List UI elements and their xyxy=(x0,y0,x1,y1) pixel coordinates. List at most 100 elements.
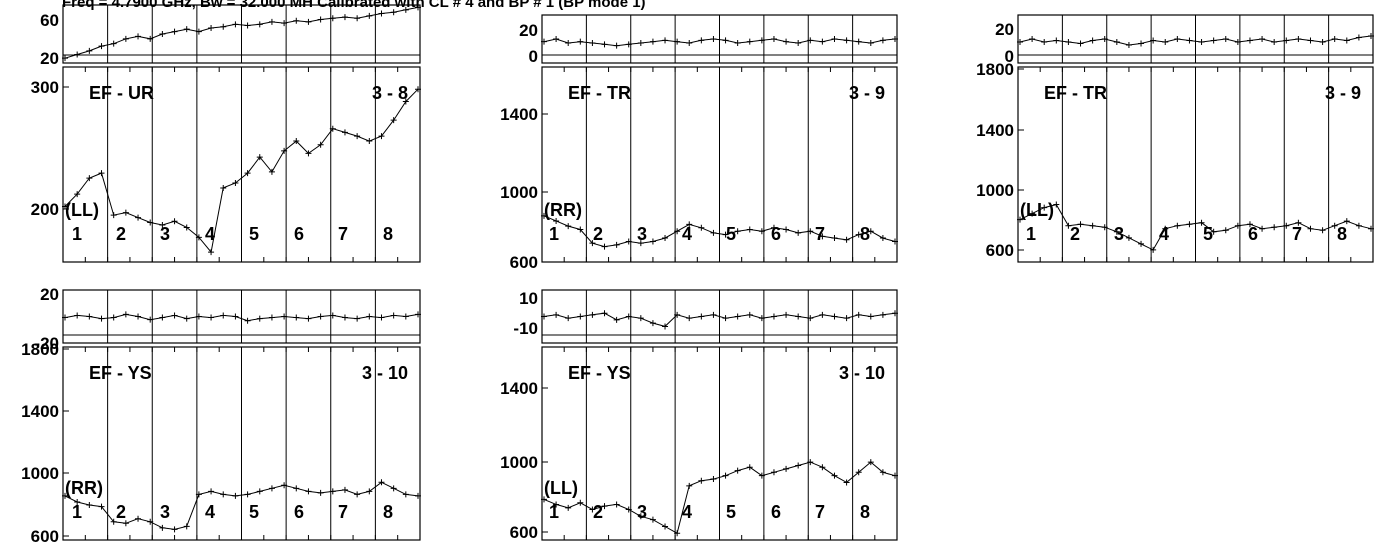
amplitude-tick-label: 1800 xyxy=(976,60,1014,79)
phase-point xyxy=(746,38,753,45)
phase-point xyxy=(1053,37,1060,44)
phase-point xyxy=(625,313,632,320)
phase-point xyxy=(565,40,572,46)
phase-point xyxy=(305,315,312,322)
amplitude-point xyxy=(1234,222,1241,229)
phase-point xyxy=(1041,39,1048,45)
phase-point xyxy=(1246,37,1253,44)
phase-point xyxy=(147,35,154,42)
amplitude-point xyxy=(1331,222,1338,229)
phase-point xyxy=(783,311,790,318)
amplitude-point xyxy=(674,228,681,235)
phase-point xyxy=(1343,37,1350,44)
amplitude-point xyxy=(601,243,608,250)
phase-point xyxy=(256,315,263,322)
phase-point xyxy=(783,38,790,45)
phase-point xyxy=(807,315,814,322)
phase-tick-label: 20 xyxy=(995,20,1014,39)
amplitude-point xyxy=(734,467,741,474)
amplitude-point xyxy=(1150,246,1157,253)
phase-point xyxy=(1283,37,1290,44)
phase-point xyxy=(62,314,68,321)
phase-point xyxy=(855,38,862,45)
amplitude-point xyxy=(329,125,336,132)
amplitude-point xyxy=(183,523,190,530)
amplitude-point xyxy=(402,98,409,105)
phase-point xyxy=(415,311,421,318)
amplitude-point xyxy=(637,240,644,247)
phase-point xyxy=(183,26,190,33)
amplitude-point xyxy=(402,491,409,498)
amplitude-point xyxy=(541,212,547,219)
scan-label: 8 xyxy=(383,502,393,522)
phase-point xyxy=(770,36,777,42)
amplitude-point xyxy=(208,249,215,256)
amplitude-point xyxy=(220,491,227,498)
amplitude-point xyxy=(710,476,717,483)
channel-label: 3 - 10 xyxy=(362,363,408,383)
amplitude-point xyxy=(613,501,620,508)
phase-point xyxy=(378,314,385,321)
amplitude-point xyxy=(390,117,397,124)
amplitude-tick-label: 1800 xyxy=(21,340,59,359)
phase-point xyxy=(293,17,300,24)
amplitude-point xyxy=(1138,240,1145,247)
phase-point xyxy=(819,311,826,318)
amplitude-point xyxy=(62,492,68,499)
scan-label: 2 xyxy=(1070,224,1080,244)
amplitude-tick-label: 1000 xyxy=(976,181,1014,200)
amplitude-point xyxy=(1343,218,1350,225)
amplitude-tick-label: 1400 xyxy=(500,105,538,124)
scan-label: 6 xyxy=(771,502,781,522)
amplitude-tick-label: 1000 xyxy=(500,453,538,472)
phase-point xyxy=(613,42,620,49)
amplitude-point xyxy=(171,218,178,225)
phase-tick-label: 0 xyxy=(1005,47,1014,66)
phase-point xyxy=(1017,39,1023,45)
amplitude-point xyxy=(710,229,717,236)
amplitude-point xyxy=(256,154,263,161)
phase-point xyxy=(159,314,166,321)
phase-point xyxy=(1113,39,1120,45)
amplitude-point xyxy=(553,217,560,224)
scan-label: 5 xyxy=(249,502,259,522)
phase-point xyxy=(879,37,886,44)
amplitude-point xyxy=(183,224,190,231)
phase-point xyxy=(341,14,348,21)
amplitude-point xyxy=(74,191,81,198)
polarization-label: (LL) xyxy=(1020,200,1054,220)
phase-point xyxy=(256,21,263,28)
phase-point xyxy=(758,37,765,44)
scan-label: 1 xyxy=(72,224,82,244)
phase-tick-label: -10 xyxy=(513,319,538,338)
scan-label: 4 xyxy=(682,224,692,244)
amplitude-point xyxy=(831,235,838,242)
phase-point xyxy=(122,35,129,42)
amplitude-point xyxy=(317,141,324,148)
phase-point xyxy=(795,40,802,46)
panel-4: 1800 1400 1000 600 20 -20 EF - YS 3 - 10 (RR) 1 2 3… xyxy=(21,285,421,546)
phase-tick-label: 20 xyxy=(40,49,59,68)
amplitude-point xyxy=(244,170,251,177)
amplitude-point xyxy=(589,240,596,247)
amplitude-point xyxy=(807,459,814,466)
amplitude-point xyxy=(770,224,777,231)
amplitude-point xyxy=(378,479,385,486)
amplitude-point xyxy=(1113,228,1120,235)
phase-point xyxy=(1101,36,1108,42)
amplitude-point xyxy=(244,491,251,498)
amplitude-point xyxy=(122,520,129,527)
amplitude-point xyxy=(281,482,288,489)
phase-point xyxy=(843,315,850,322)
amplitude-point xyxy=(867,459,874,466)
amplitude-point xyxy=(1089,222,1096,229)
amplitude-point xyxy=(819,233,826,240)
polarization-label: (RR) xyxy=(65,478,103,498)
phase-point xyxy=(232,313,239,320)
phase-tick-label: 20 xyxy=(40,285,59,304)
phase-point xyxy=(268,314,275,321)
amplitude-point xyxy=(86,175,93,182)
phase-point xyxy=(1355,34,1362,41)
amplitude-point xyxy=(1246,221,1253,228)
